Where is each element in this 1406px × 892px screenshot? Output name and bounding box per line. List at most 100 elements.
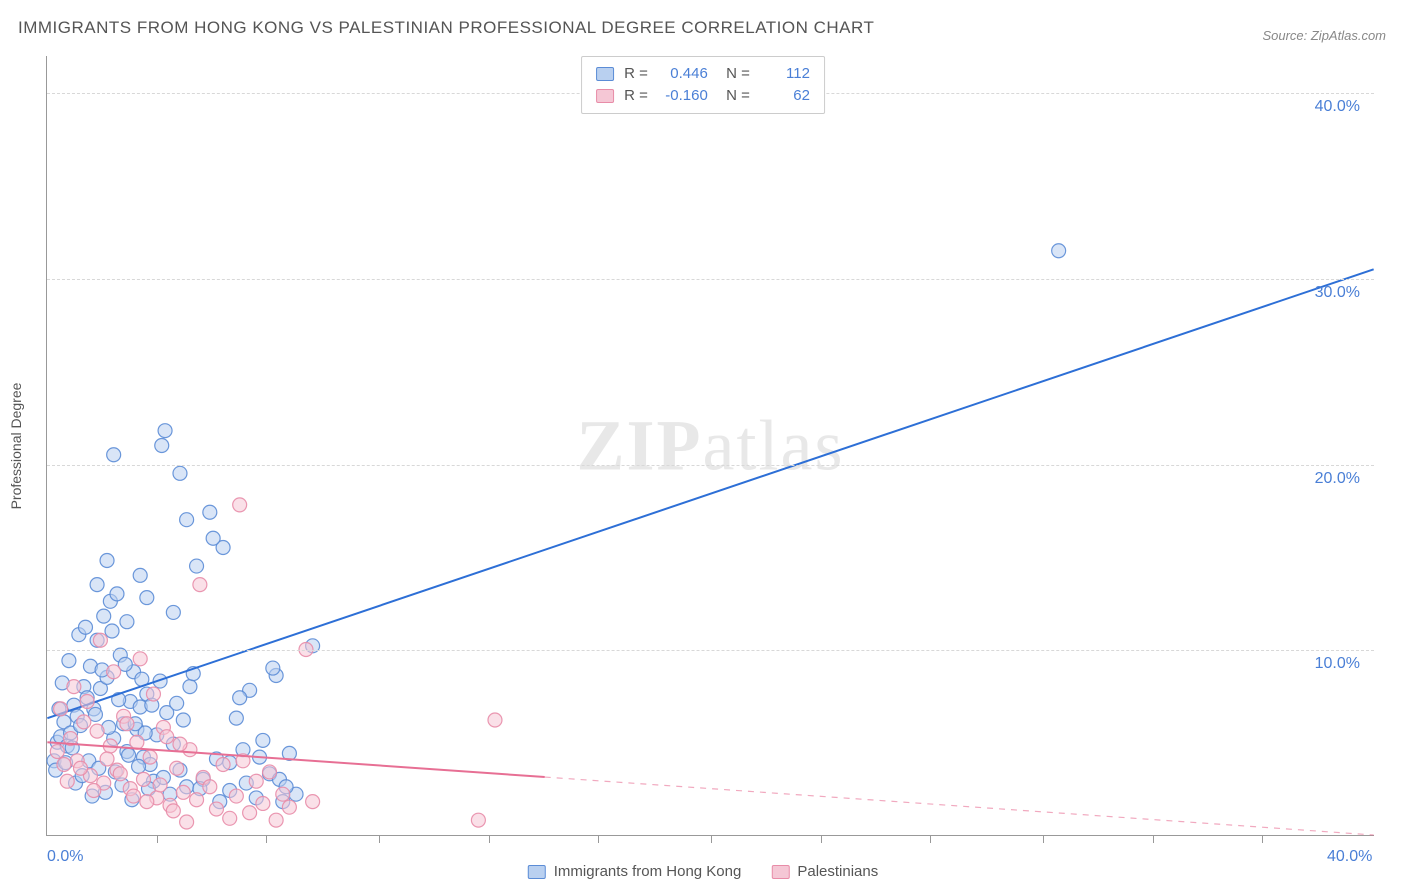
y-axis-title: Professional Degree [8, 383, 24, 510]
scatter-point [190, 559, 204, 573]
swatch-pink-icon [771, 865, 789, 879]
y-tick-label: 30.0% [1315, 284, 1360, 302]
scatter-point [113, 767, 127, 781]
y-tick-label: 20.0% [1315, 470, 1360, 488]
x-minor-tick [598, 835, 599, 843]
scatter-point [146, 687, 160, 701]
scatter-point [183, 680, 197, 694]
scatter-point [155, 439, 169, 453]
scatter-point [97, 609, 111, 623]
scatter-point [120, 717, 134, 731]
scatter-point [256, 733, 270, 747]
x-minor-tick [1043, 835, 1044, 843]
scatter-point [160, 730, 174, 744]
scatter-point [203, 780, 217, 794]
x-minor-tick [711, 835, 712, 843]
n-label: N = [718, 85, 750, 107]
scatter-point [132, 759, 146, 773]
scatter-point [107, 665, 121, 679]
scatter-point [266, 661, 280, 675]
swatch-blue-icon [596, 67, 614, 81]
x-tick-label: 0.0% [47, 848, 83, 866]
r-label: R = [624, 63, 648, 85]
x-tick-label: 40.0% [1327, 848, 1372, 866]
scatter-point [74, 761, 88, 775]
scatter-point [193, 578, 207, 592]
scatter-point [133, 652, 147, 666]
scatter-point [243, 806, 257, 820]
scatter-point [143, 750, 157, 764]
y-tick-label: 40.0% [1315, 98, 1360, 116]
scatter-point [166, 605, 180, 619]
scatter-point [209, 802, 223, 816]
scatter-point [158, 424, 172, 438]
x-minor-tick [266, 835, 267, 843]
legend-label-pink: Palestinians [797, 863, 878, 880]
gridline-h [47, 650, 1374, 651]
scatter-point [100, 554, 114, 568]
scatter-point [127, 789, 141, 803]
scatter-point [54, 702, 68, 716]
scatter-point [140, 795, 154, 809]
scatter-point [120, 615, 134, 629]
trend-line-dashed [545, 777, 1374, 835]
chart-svg [47, 56, 1374, 835]
x-minor-tick [489, 835, 490, 843]
scatter-point [122, 748, 136, 762]
gridline-h [47, 279, 1374, 280]
scatter-point [62, 654, 76, 668]
scatter-point [166, 804, 180, 818]
legend-item-blue: Immigrants from Hong Kong [528, 863, 742, 880]
scatter-point [229, 789, 243, 803]
stats-row-blue: R = 0.446 N = 112 [596, 63, 810, 85]
scatter-point [50, 745, 64, 759]
scatter-point [90, 578, 104, 592]
stats-row-pink: R = -0.160 N = 62 [596, 85, 810, 107]
scatter-point [137, 772, 151, 786]
x-minor-tick [930, 835, 931, 843]
scatter-point [100, 752, 114, 766]
chart-title: IMMIGRANTS FROM HONG KONG VS PALESTINIAN… [18, 18, 874, 38]
scatter-point [173, 737, 187, 751]
scatter-point [216, 758, 230, 772]
swatch-blue-icon [528, 865, 546, 879]
y-tick-label: 10.0% [1315, 655, 1360, 673]
scatter-point [78, 620, 92, 634]
gridline-h [47, 465, 1374, 466]
r-value-blue: 0.446 [658, 63, 708, 85]
r-value-pink: -0.160 [658, 85, 708, 107]
scatter-point [229, 711, 243, 725]
scatter-point [180, 815, 194, 829]
scatter-point [190, 793, 204, 807]
n-value-pink: 62 [760, 85, 810, 107]
scatter-point [180, 513, 194, 527]
scatter-point [256, 796, 270, 810]
scatter-point [249, 774, 263, 788]
scatter-point [67, 680, 81, 694]
n-value-blue: 112 [760, 63, 810, 85]
scatter-point [471, 813, 485, 827]
scatter-point [176, 713, 190, 727]
scatter-point [90, 724, 104, 738]
scatter-point [223, 811, 237, 825]
scatter-point [263, 765, 277, 779]
scatter-point [60, 774, 74, 788]
scatter-point [133, 568, 147, 582]
x-minor-tick [379, 835, 380, 843]
r-label: R = [624, 85, 648, 107]
legend-label-blue: Immigrants from Hong Kong [554, 863, 742, 880]
scatter-point [233, 691, 247, 705]
scatter-point [105, 624, 119, 638]
x-minor-tick [1262, 835, 1263, 843]
scatter-point [170, 696, 184, 710]
source-attribution: Source: ZipAtlas.com [1262, 28, 1386, 43]
stats-legend-box: R = 0.446 N = 112 R = -0.160 N = 62 [581, 56, 825, 114]
scatter-point [1052, 244, 1066, 258]
scatter-point [170, 761, 184, 775]
scatter-point [80, 694, 94, 708]
swatch-pink-icon [596, 89, 614, 103]
scatter-point [203, 505, 217, 519]
scatter-point [77, 715, 91, 729]
x-minor-tick [821, 835, 822, 843]
scatter-point [282, 800, 296, 814]
